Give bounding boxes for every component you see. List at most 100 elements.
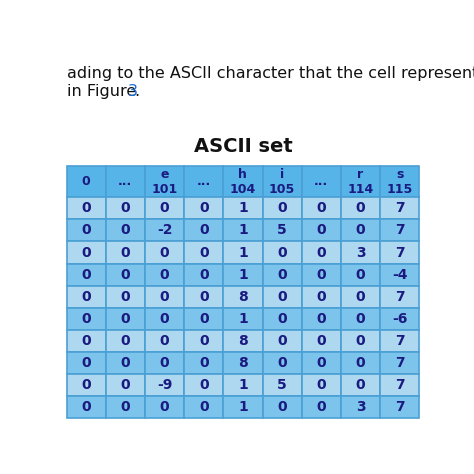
Bar xyxy=(184,286,223,308)
Text: 0: 0 xyxy=(160,356,169,370)
Text: 0: 0 xyxy=(356,312,365,326)
Bar xyxy=(145,241,184,264)
Bar xyxy=(380,352,419,374)
Bar xyxy=(106,308,145,330)
Text: 0: 0 xyxy=(277,290,287,304)
Text: -2: -2 xyxy=(157,223,173,237)
Text: 7: 7 xyxy=(395,334,404,348)
Text: 0: 0 xyxy=(199,312,209,326)
Text: 0: 0 xyxy=(82,246,91,260)
Bar xyxy=(301,308,341,330)
Bar xyxy=(301,219,341,241)
Text: 0: 0 xyxy=(317,400,326,414)
Bar xyxy=(145,330,184,352)
Bar xyxy=(223,264,263,286)
Text: 0: 0 xyxy=(199,334,209,348)
Bar xyxy=(106,330,145,352)
Bar xyxy=(66,330,106,352)
Text: 0: 0 xyxy=(199,400,209,414)
Text: 0: 0 xyxy=(120,290,130,304)
Bar xyxy=(301,330,341,352)
Text: 0: 0 xyxy=(277,312,287,326)
Text: 5: 5 xyxy=(277,223,287,237)
Bar xyxy=(106,219,145,241)
Bar xyxy=(341,352,380,374)
Text: 0: 0 xyxy=(317,356,326,370)
Text: 7: 7 xyxy=(395,290,404,304)
Text: 0: 0 xyxy=(82,334,91,348)
Text: i
105: i 105 xyxy=(269,168,295,196)
Text: 1: 1 xyxy=(238,201,248,215)
Text: 0: 0 xyxy=(356,201,365,215)
Text: 0: 0 xyxy=(160,290,169,304)
Text: 0: 0 xyxy=(82,356,91,370)
Text: s
115: s 115 xyxy=(386,168,413,196)
Text: 0: 0 xyxy=(317,223,326,237)
Bar xyxy=(263,308,302,330)
Text: h
104: h 104 xyxy=(230,168,256,196)
Bar xyxy=(380,219,419,241)
Bar xyxy=(145,396,184,418)
Bar xyxy=(301,286,341,308)
Bar xyxy=(223,286,263,308)
Bar xyxy=(380,197,419,219)
Bar xyxy=(145,219,184,241)
Text: r
114: r 114 xyxy=(347,168,374,196)
Bar xyxy=(263,166,302,197)
Text: 7: 7 xyxy=(395,201,404,215)
Text: ...: ... xyxy=(314,175,328,188)
Text: 8: 8 xyxy=(238,290,248,304)
Bar xyxy=(263,396,302,418)
Bar xyxy=(184,197,223,219)
Bar xyxy=(301,197,341,219)
Text: 0: 0 xyxy=(356,378,365,392)
Bar xyxy=(341,197,380,219)
Bar xyxy=(66,352,106,374)
Text: 0: 0 xyxy=(82,175,91,188)
Text: 0: 0 xyxy=(120,334,130,348)
Bar xyxy=(66,308,106,330)
Text: 0: 0 xyxy=(356,356,365,370)
Bar xyxy=(184,166,223,197)
Bar xyxy=(341,219,380,241)
Bar xyxy=(263,286,302,308)
Bar xyxy=(223,308,263,330)
Text: 0: 0 xyxy=(120,400,130,414)
Text: 0: 0 xyxy=(120,246,130,260)
Text: 1: 1 xyxy=(238,223,248,237)
Bar xyxy=(145,166,184,197)
Bar xyxy=(66,166,106,197)
Text: 0: 0 xyxy=(120,312,130,326)
Bar xyxy=(145,286,184,308)
Bar xyxy=(341,264,380,286)
Text: 8: 8 xyxy=(238,334,248,348)
Text: 1: 1 xyxy=(238,268,248,282)
Text: .: . xyxy=(134,84,139,99)
Bar xyxy=(223,330,263,352)
Text: 0: 0 xyxy=(82,400,91,414)
Text: 0: 0 xyxy=(277,400,287,414)
Bar xyxy=(66,197,106,219)
Text: 0: 0 xyxy=(199,290,209,304)
Text: 7: 7 xyxy=(395,378,404,392)
Text: 0: 0 xyxy=(317,312,326,326)
Text: 0: 0 xyxy=(82,201,91,215)
Bar xyxy=(66,219,106,241)
Text: 0: 0 xyxy=(317,246,326,260)
Text: 0: 0 xyxy=(277,246,287,260)
Bar xyxy=(184,352,223,374)
Bar xyxy=(341,374,380,396)
Bar xyxy=(341,396,380,418)
Bar xyxy=(145,374,184,396)
Bar xyxy=(380,264,419,286)
Bar xyxy=(263,197,302,219)
Bar xyxy=(223,219,263,241)
Bar xyxy=(223,241,263,264)
Text: 0: 0 xyxy=(160,334,169,348)
Text: 1: 1 xyxy=(238,378,248,392)
Text: 0: 0 xyxy=(160,312,169,326)
Bar xyxy=(145,264,184,286)
Bar xyxy=(341,241,380,264)
Bar xyxy=(106,396,145,418)
Bar xyxy=(301,264,341,286)
